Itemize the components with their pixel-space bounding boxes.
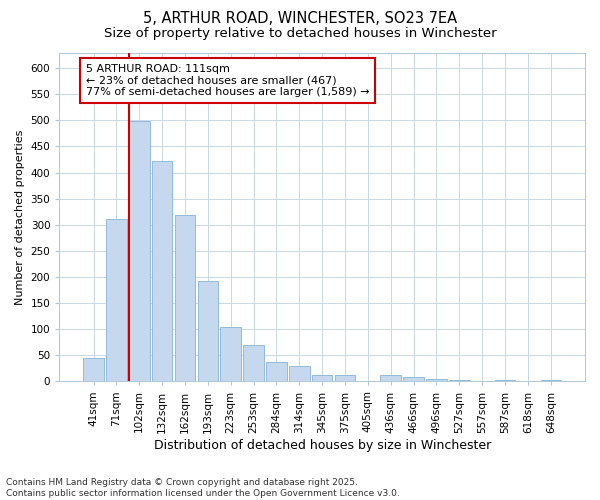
Bar (541, 380, 561, 382)
Text: Size of property relative to detached houses in Winchester: Size of property relative to detached ho… (104, 28, 496, 40)
Bar (220, 326, 241, 382)
Bar (152, 161, 172, 382)
Bar (106, 218, 127, 382)
Bar (335, 375, 355, 382)
Bar (495, 380, 515, 382)
Bar (243, 345, 264, 382)
Bar (197, 280, 218, 382)
Bar (129, 122, 149, 382)
Bar (312, 375, 332, 382)
Text: Contains HM Land Registry data © Crown copyright and database right 2025.
Contai: Contains HM Land Registry data © Crown c… (6, 478, 400, 498)
Bar (403, 377, 424, 382)
Text: 5, ARTHUR ROAD, WINCHESTER, SO23 7EA: 5, ARTHUR ROAD, WINCHESTER, SO23 7EA (143, 11, 457, 26)
Bar (83, 358, 104, 382)
Text: 5 ARTHUR ROAD: 111sqm
← 23% of detached houses are smaller (467)
77% of semi-det: 5 ARTHUR ROAD: 111sqm ← 23% of detached … (86, 64, 369, 97)
Y-axis label: Number of detached properties: Number of detached properties (15, 130, 25, 304)
X-axis label: Distribution of detached houses by size in Winchester: Distribution of detached houses by size … (154, 440, 491, 452)
Bar (175, 216, 195, 382)
Bar (380, 375, 401, 382)
Bar (266, 362, 287, 382)
Bar (449, 380, 470, 382)
Bar (289, 366, 310, 382)
Bar (426, 379, 447, 382)
